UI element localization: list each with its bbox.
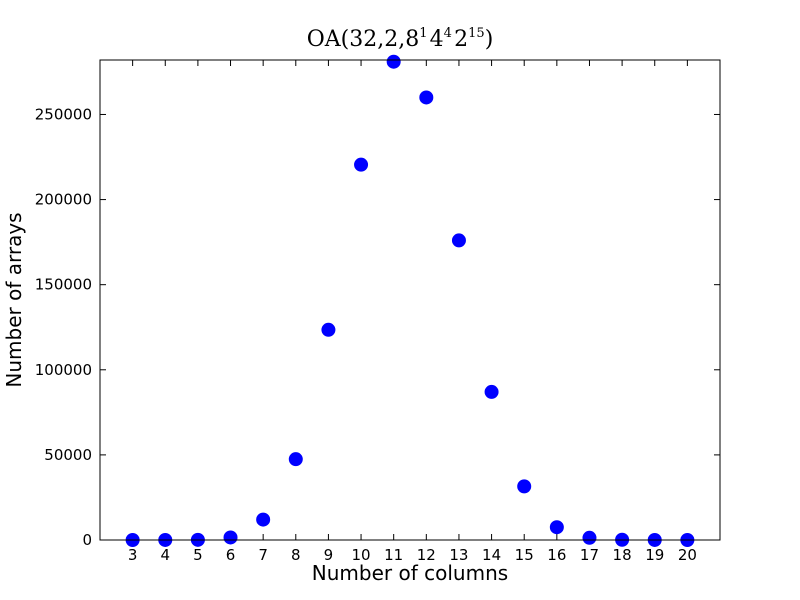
chart-title-prefix: OA(32,2, <box>306 27 406 52</box>
x-tick-label: 14 <box>482 546 501 564</box>
data-point <box>451 233 466 248</box>
x-tick-label: 19 <box>645 546 664 564</box>
x-tick-label: 7 <box>258 546 268 564</box>
x-tick-label: 15 <box>515 546 534 564</box>
data-point <box>288 452 303 467</box>
y-tick-label: 100000 <box>35 361 92 379</box>
x-axis-label: Number of columns <box>311 561 509 585</box>
data-point <box>386 54 401 69</box>
x-tick-label: 20 <box>678 546 697 564</box>
axis-ticks: 3 4 5 6 7 8 9 10 11 12 13 14 15 16 17 18 19 20 0 50000 10000… <box>35 60 720 564</box>
x-tick-label: 5 <box>193 546 203 564</box>
x-tick-label: 16 <box>547 546 566 564</box>
x-tick-label: 12 <box>417 546 436 564</box>
x-tick-label: 18 <box>613 546 632 564</box>
x-tick-label: 13 <box>449 546 468 564</box>
data-point <box>354 157 369 172</box>
data-point <box>582 530 597 545</box>
chart-title-suffix: ) <box>484 27 494 52</box>
x-tick-label: 9 <box>324 546 334 564</box>
data-point <box>321 322 336 337</box>
chart-title-part-1: 81 <box>405 26 428 52</box>
plot-frame <box>99 59 721 541</box>
y-tick-label: 250000 <box>35 105 92 123</box>
y-tick-label: 0 <box>82 531 92 549</box>
x-tick-label: 11 <box>384 546 403 564</box>
chart-title-part-3: 215 <box>454 26 485 52</box>
x-tick-label: 10 <box>352 546 371 564</box>
y-tick-label: 200000 <box>35 191 92 209</box>
data-point <box>517 479 532 494</box>
chart-title: OA(32,2,81 44 215) <box>0 26 800 52</box>
data-point <box>256 512 271 527</box>
data-point <box>549 520 564 535</box>
y-axis-label: Number of arrays <box>2 212 26 388</box>
data-point <box>484 384 499 399</box>
y-tick-label: 50000 <box>44 446 92 464</box>
x-tick-label: 8 <box>291 546 301 564</box>
x-tick-label: 6 <box>226 546 236 564</box>
chart-title-part-2: 44 <box>429 26 452 52</box>
data-point <box>223 530 238 545</box>
y-tick-label: 150000 <box>35 276 92 294</box>
data-points <box>125 54 695 547</box>
x-tick-label: 17 <box>580 546 599 564</box>
x-tick-label: 4 <box>160 546 170 564</box>
x-tick-label: 3 <box>128 546 138 564</box>
data-point <box>419 90 434 105</box>
